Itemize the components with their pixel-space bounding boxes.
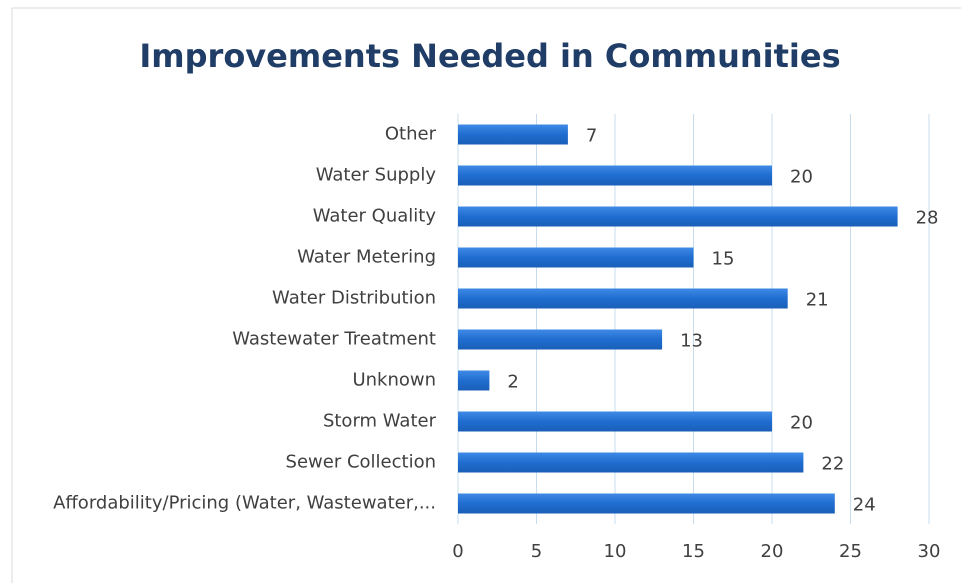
data-label: 15 bbox=[712, 249, 735, 270]
x-tick-label: 0 bbox=[452, 541, 463, 562]
y-tick-label: Water Metering bbox=[297, 247, 436, 268]
bar bbox=[458, 329, 663, 350]
data-label: 13 bbox=[680, 331, 703, 352]
data-label: 20 bbox=[790, 413, 813, 434]
y-tick-label: Affordability/Pricing (Water, Wastewater… bbox=[53, 493, 436, 514]
data-label: 20 bbox=[790, 167, 813, 188]
y-tick-label: Water Distribution bbox=[272, 288, 436, 309]
bar bbox=[458, 452, 804, 473]
bar bbox=[458, 206, 898, 227]
y-tick-label: Water Quality bbox=[313, 206, 437, 227]
x-tick-label: 10 bbox=[604, 541, 627, 562]
y-tick-label: Unknown bbox=[352, 370, 436, 391]
bar bbox=[458, 288, 788, 309]
chart-frame bbox=[11, 7, 961, 583]
data-label: 22 bbox=[821, 454, 844, 475]
x-tick-label: 5 bbox=[531, 541, 542, 562]
bar bbox=[458, 411, 772, 432]
data-label: 28 bbox=[916, 208, 939, 229]
bar bbox=[458, 370, 490, 391]
y-tick-label: Sewer Collection bbox=[286, 452, 436, 473]
bar bbox=[458, 247, 694, 268]
bar bbox=[458, 124, 568, 145]
x-tick-label: 25 bbox=[839, 541, 862, 562]
y-tick-label: Wastewater Treatment bbox=[232, 329, 436, 350]
bar bbox=[458, 165, 772, 186]
data-label: 21 bbox=[806, 290, 829, 311]
data-label: 2 bbox=[507, 372, 518, 393]
y-tick-label: Water Supply bbox=[316, 165, 437, 186]
x-tick-label: 30 bbox=[918, 541, 941, 562]
data-label: 7 bbox=[586, 126, 597, 147]
y-tick-label: Storm Water bbox=[323, 411, 437, 432]
data-label: 24 bbox=[853, 495, 876, 516]
chart-title: Improvements Needed in Communities bbox=[139, 37, 840, 75]
x-tick-label: 20 bbox=[761, 541, 784, 562]
y-tick-label: Other bbox=[385, 124, 437, 145]
bar bbox=[458, 493, 835, 514]
x-tick-label: 15 bbox=[682, 541, 705, 562]
